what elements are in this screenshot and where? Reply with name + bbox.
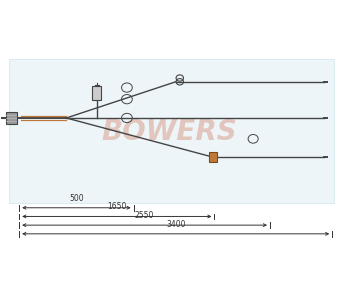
Bar (9, 58, 334, 203)
Bar (92, 86, 101, 100)
Bar (6, 112, 17, 124)
Text: 2550: 2550 (135, 211, 154, 220)
Text: BOWERS: BOWERS (101, 118, 237, 146)
Text: 3400: 3400 (166, 220, 186, 229)
Text: 500: 500 (69, 194, 84, 203)
Bar (209, 152, 217, 162)
Text: 1650: 1650 (107, 202, 126, 211)
